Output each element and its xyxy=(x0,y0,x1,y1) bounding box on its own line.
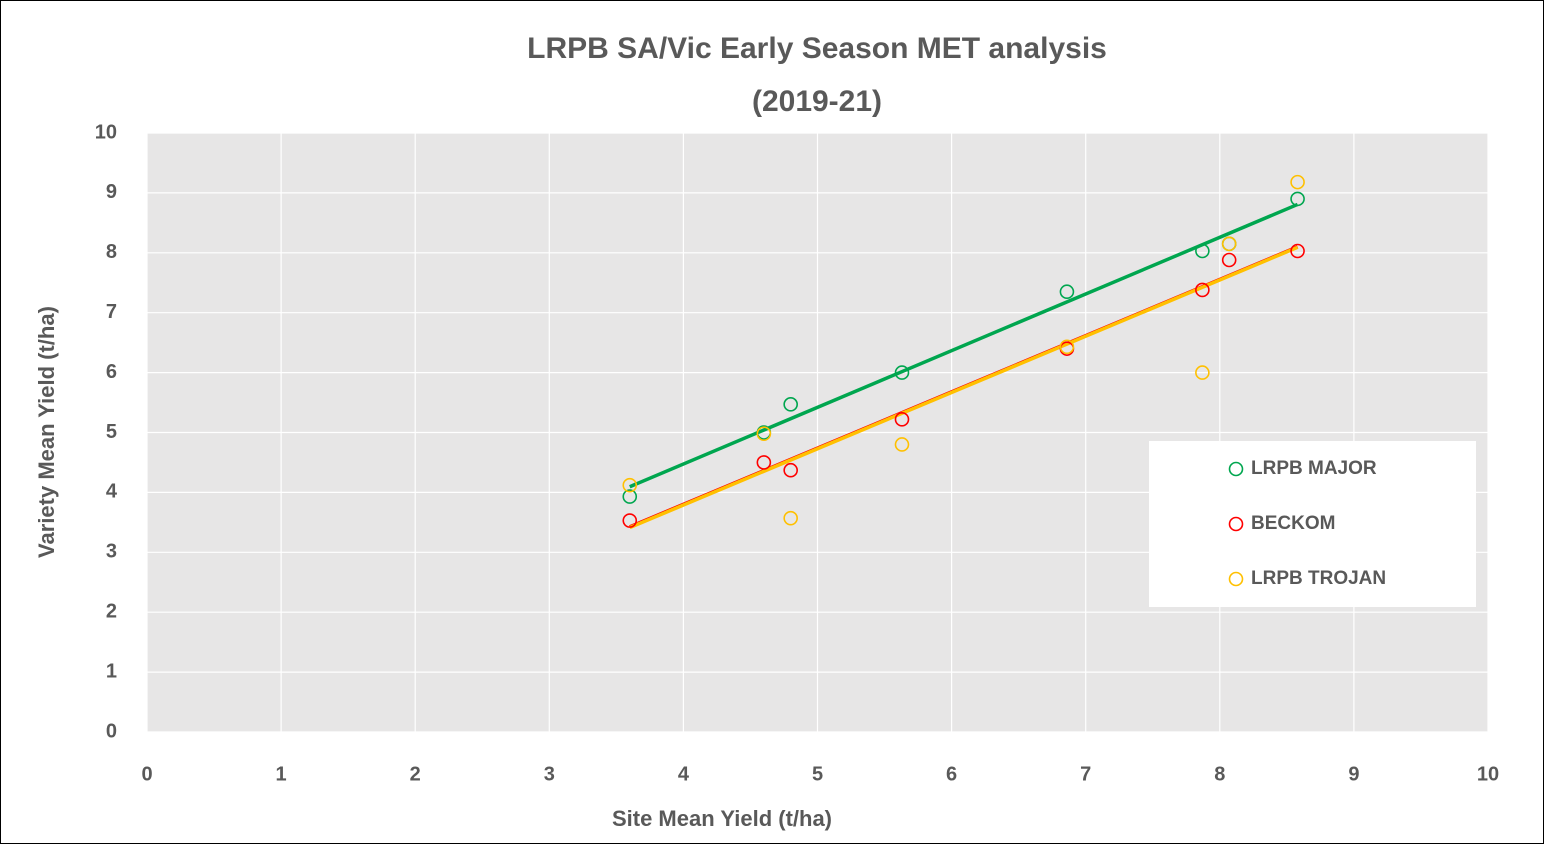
legend xyxy=(1149,441,1476,607)
x-tick-label: 4 xyxy=(678,763,690,785)
x-tick-label: 0 xyxy=(141,763,152,785)
y-tick-label: 10 xyxy=(95,121,117,143)
y-tick-label: 8 xyxy=(106,241,117,263)
y-axis-label: Variety Mean Yield (t/ha) xyxy=(34,306,59,558)
data-point xyxy=(1290,191,1305,207)
data-point xyxy=(783,462,798,478)
x-tick-label: 6 xyxy=(946,763,957,785)
data-point xyxy=(756,455,772,470)
y-tick-label: 2 xyxy=(106,600,117,622)
data-point xyxy=(1290,243,1305,259)
x-tick-label: 10 xyxy=(1477,763,1499,785)
y-tick-label: 6 xyxy=(106,361,117,383)
y-tick-label: 0 xyxy=(106,720,117,742)
y-tick-label: 5 xyxy=(106,421,117,443)
trendline xyxy=(629,202,1299,489)
x-tick-label: 5 xyxy=(812,763,823,785)
legend-label: BECKOM xyxy=(1251,513,1335,534)
legend-marker xyxy=(1228,571,1244,587)
data-point xyxy=(756,426,772,441)
data-point xyxy=(1195,282,1210,298)
y-tick-label: 3 xyxy=(106,541,117,563)
data-point xyxy=(783,510,798,526)
legend-label: LRPB TROJAN xyxy=(1251,568,1386,589)
x-tick-label: 3 xyxy=(544,763,555,785)
legend-marker xyxy=(1228,461,1244,477)
data-point xyxy=(1195,365,1210,380)
x-tick-label: 9 xyxy=(1348,763,1359,785)
x-axis-label: Site Mean Yield (t/ha) xyxy=(612,806,832,831)
y-tick-label: 9 xyxy=(106,181,117,203)
y-tick-label: 4 xyxy=(106,481,118,503)
data-point xyxy=(622,513,638,528)
x-tick-label: 7 xyxy=(1080,763,1091,785)
y-tick-label: 7 xyxy=(106,301,117,323)
data-point xyxy=(894,365,910,380)
data-point xyxy=(894,412,910,427)
marks xyxy=(622,174,1305,530)
data-point xyxy=(1221,236,1237,252)
legend-marker xyxy=(1228,516,1244,532)
data-point xyxy=(1290,174,1305,190)
data-point xyxy=(1195,243,1210,259)
data-point xyxy=(622,477,638,493)
data-point xyxy=(622,489,638,504)
y-tick-label: 1 xyxy=(106,660,117,682)
chart-title: LRPB SA/Vic Early Season MET analysis xyxy=(527,32,1107,65)
x-tick-label: 1 xyxy=(276,763,287,785)
data-point xyxy=(783,397,798,412)
trendline xyxy=(629,245,1299,530)
data-point xyxy=(1221,252,1237,268)
data-point xyxy=(894,437,910,452)
data-point xyxy=(1059,339,1075,355)
data-point xyxy=(1059,284,1075,300)
x-tick-label: 8 xyxy=(1214,763,1225,785)
x-tick-label: 2 xyxy=(410,763,421,785)
chart-title: (2019-21) xyxy=(752,85,882,118)
legend-label: LRPB MAJOR xyxy=(1251,458,1377,479)
